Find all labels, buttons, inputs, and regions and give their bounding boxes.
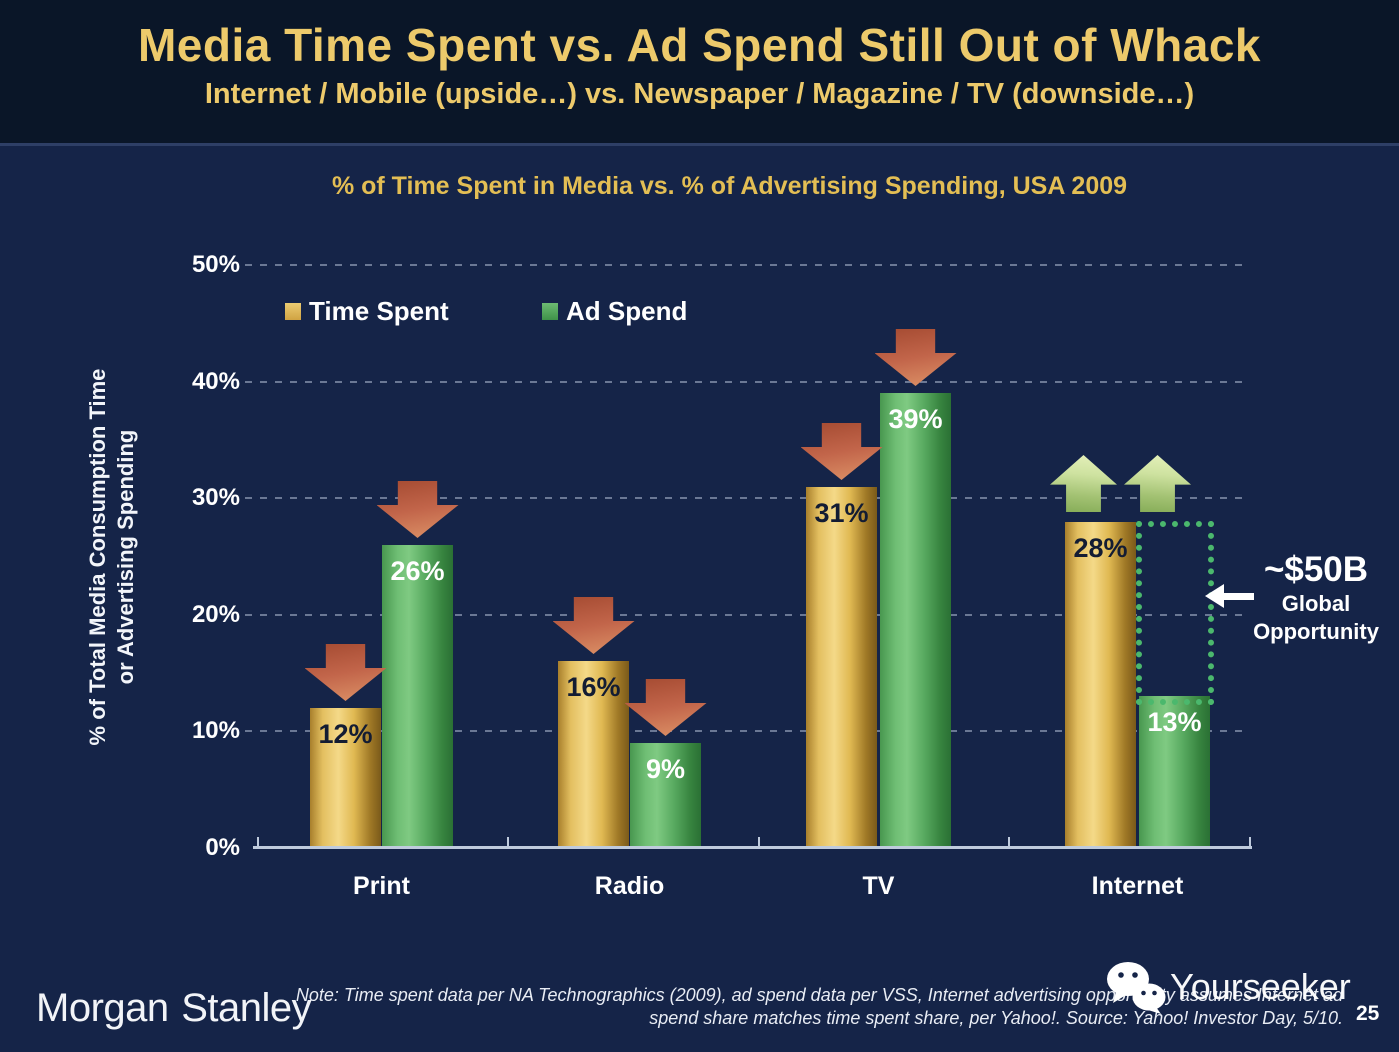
legend-item-ad-spend: Ad Spend — [542, 296, 687, 327]
ytick-label-20: 20% — [191, 601, 240, 628]
legend-label-ad-spend: Ad Spend — [566, 296, 688, 326]
bar-internet-time-spent — [1065, 522, 1136, 848]
band-divider — [0, 143, 1399, 146]
category-label-tv: TV — [862, 872, 895, 900]
category-label-internet: Internet — [1091, 872, 1184, 900]
bar-value-label-radio-time-spent: 16% — [566, 672, 621, 702]
ytick-label-10: 10% — [191, 717, 240, 744]
time-spent-swatch-icon — [285, 303, 301, 320]
category-label-print: Print — [353, 872, 410, 900]
bar-value-label-print-time-spent: 12% — [318, 719, 373, 749]
gridline-40 — [245, 381, 1248, 383]
x-axis-tick-0 — [257, 837, 259, 847]
y-axis-label-line1: % of Total Media Consumption Time — [85, 368, 110, 746]
up-arrow-icon — [1050, 455, 1117, 512]
bar-print-ad-spend — [382, 545, 453, 848]
x-axis-tick-4 — [1249, 837, 1251, 847]
down-arrow-icon — [552, 597, 635, 654]
bar-value-label-internet-time-spent: 28% — [1073, 533, 1128, 563]
bar-print-time-spent — [310, 708, 381, 848]
wechat-icon — [1107, 962, 1166, 1014]
opportunity-annotation: ~$50B Global Opportunity — [1240, 550, 1392, 646]
bar-radio-ad-spend — [630, 743, 701, 848]
opportunity-label-line3: Opportunity — [1253, 619, 1379, 644]
bar-value-label-tv-ad-spend: 39% — [888, 404, 943, 434]
gridline-10 — [245, 730, 1248, 732]
slide-subtitle: Internet / Mobile (upside…) vs. Newspape… — [204, 78, 1195, 110]
watermark-text: Yourseeker — [1170, 966, 1351, 1007]
ad-spend-swatch-icon — [542, 303, 558, 320]
source-note: Note: Time spent data per NA Technograph… — [283, 984, 1343, 1030]
x-axis — [253, 846, 1252, 849]
x-axis-tick-1 — [507, 837, 509, 847]
gridline-50 — [245, 264, 1248, 266]
bar-value-label-print-ad-spend: 26% — [390, 556, 445, 586]
bar-radio-time-spent — [558, 661, 629, 848]
category-label-radio: Radio — [594, 872, 665, 900]
bar-value-label-tv-time-spent: 31% — [814, 498, 869, 528]
left-arrow-icon — [1205, 584, 1254, 608]
legend-item-time-spent: Time Spent — [285, 296, 449, 327]
legend-label-time-spent: Time Spent — [309, 296, 449, 326]
down-arrow-icon — [624, 679, 707, 736]
source-note-line2: spend share matches time spent share, pe… — [649, 1008, 1343, 1028]
y-axis-label: % of Total Media Consumption Time or Adv… — [84, 277, 140, 837]
bar-tv-ad-spend — [880, 393, 951, 848]
gridline-30 — [245, 497, 1248, 499]
down-arrow-icon — [874, 329, 957, 386]
down-arrow-icon — [304, 644, 387, 701]
y-axis-label-line2: or Advertising Spending — [113, 429, 138, 685]
page-number: 25 — [1356, 1002, 1380, 1025]
x-axis-tick-3 — [1008, 837, 1010, 847]
up-arrow-icon — [1124, 455, 1191, 512]
ytick-label-40: 40% — [191, 368, 240, 395]
bar-value-label-internet-ad-spend: 13% — [1147, 707, 1202, 737]
down-arrow-icon — [800, 423, 883, 480]
title-band — [0, 0, 1399, 143]
bar-internet-ad-spend — [1139, 696, 1210, 848]
opportunity-amount: ~$50B — [1263, 550, 1369, 589]
morgan-stanley-logo: Morgan Stanley — [36, 986, 312, 1030]
ytick-label-50: 50% — [191, 251, 240, 278]
bar-value-label-radio-ad-spend: 9% — [645, 754, 686, 784]
chart-title: % of Time Spent in Media vs. % of Advert… — [331, 172, 1128, 200]
opportunity-label-line2: Global — [1281, 591, 1351, 616]
gridline-20 — [245, 614, 1248, 616]
slide-title: Media Time Spent vs. Ad Spend Still Out … — [137, 19, 1262, 71]
x-axis-tick-2 — [758, 837, 760, 847]
source-note-line1: Note: Time spent data per NA Technograph… — [295, 985, 1343, 1005]
ytick-label-30: 30% — [191, 484, 240, 511]
opportunity-dotted-box — [1136, 521, 1214, 705]
ytick-label-0: 0% — [205, 834, 240, 861]
down-arrow-icon — [376, 481, 459, 538]
watermark: Yourseeker — [1104, 960, 1351, 1014]
bar-tv-time-spent — [806, 487, 877, 848]
